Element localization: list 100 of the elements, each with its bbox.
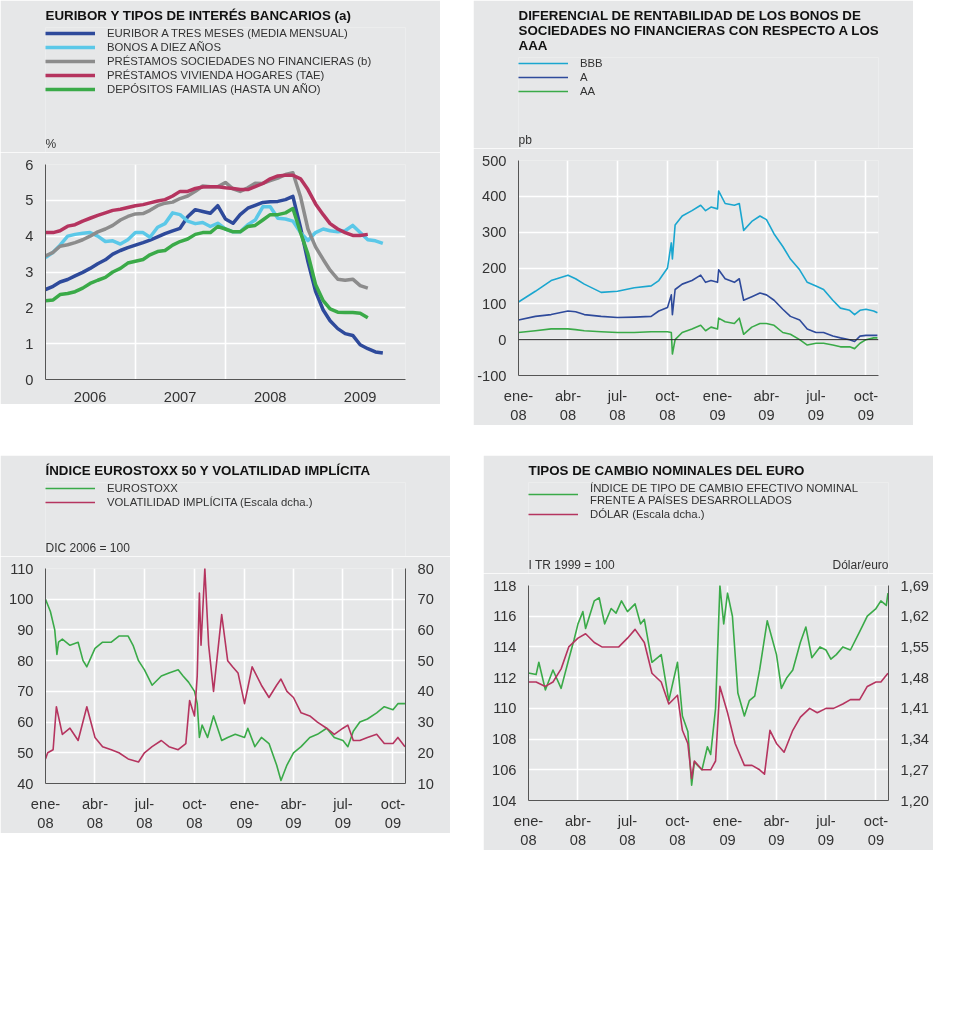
line-series xyxy=(45,568,406,763)
y2-tick-label: 1,55 xyxy=(900,638,930,655)
legend-label: PRÉSTAMOS VIVIENDA HOGARES (TAE) xyxy=(107,69,325,81)
x-tick-label: ene-08 xyxy=(30,795,61,831)
x-tick-label: jul-08 xyxy=(616,812,638,848)
x-tick-label: ene-09 xyxy=(229,795,260,831)
x-tick-label: abr-08 xyxy=(564,812,592,848)
y2-tick-label: 1,20 xyxy=(900,792,930,809)
y-tick-label: 40 xyxy=(17,775,34,792)
y2-tick-label: 1,34 xyxy=(900,731,930,748)
y2-tick-label: 1,69 xyxy=(900,577,930,594)
y2-tick-label: 70 xyxy=(417,591,434,608)
x-tick-label: oct-09 xyxy=(863,812,889,848)
y-tick-label: 300 xyxy=(482,224,507,241)
y-tick-label: 80 xyxy=(17,652,34,669)
x-tick-label: 2007 xyxy=(163,388,197,405)
y-tick-label: 106 xyxy=(492,761,517,778)
x-tick-label: jul-09 xyxy=(815,812,836,848)
y-tick-label: 110 xyxy=(10,560,34,577)
line-series xyxy=(528,585,889,786)
y-tick-label: 118 xyxy=(493,577,517,594)
x-tick-label: ene-08 xyxy=(503,387,534,423)
legend-label: BONOS A DIEZ AÑOS xyxy=(107,41,221,53)
y2-tick-label: 1,27 xyxy=(900,761,930,778)
chart-title: DIFERENCIAL DE RENTABILIDAD DE LOS BONOS DE SOCIEDADES NO FINANCIERAS CON RESPECTO A LOS AAA xyxy=(518,7,879,53)
chart-title: TIPOS DE CAMBIO NOMINALES DEL EURO xyxy=(528,462,805,478)
legend-label: BBB xyxy=(580,57,603,69)
x-tick-label: oct-08 xyxy=(182,795,207,831)
x-tick-label: ene-09 xyxy=(712,812,743,848)
y-tick-label: 104 xyxy=(492,792,517,809)
legend-label: AA xyxy=(580,85,597,97)
chart-title: EURIBOR Y TIPOS DE INTERÉS BANCARIOS (a) xyxy=(45,7,351,23)
y-tick-label: 90 xyxy=(17,621,34,638)
line-series xyxy=(45,206,370,320)
line-series xyxy=(518,317,879,355)
y-tick-label: 70 xyxy=(17,683,34,700)
y-tick-label: 6 xyxy=(25,156,34,173)
legend-label: DEPÓSITOS FAMILIAS (HASTA UN AÑO) xyxy=(107,83,321,95)
y-tick-label: 3 xyxy=(25,264,34,280)
x-tick-label: oct-09 xyxy=(853,387,879,423)
x-tick-label: oct-08 xyxy=(665,812,690,848)
y-tick-label: 5 xyxy=(25,192,34,209)
legend-label: PRÉSTAMOS SOCIEDADES NO FINANCIERAS (b) xyxy=(107,55,372,67)
legend-label: ÍNDICE DE TIPO DE CAMBIO EFECTIVO NOMINAL FRENTE A PAÍSES DESARROLLADOS xyxy=(590,482,858,506)
y2-tick-label: 50 xyxy=(417,652,434,669)
y2-tick-label: 30 xyxy=(417,714,434,731)
line-series xyxy=(528,628,889,780)
x-tick-label: jul-09 xyxy=(805,387,826,423)
x-tick-label: jul-09 xyxy=(332,795,353,831)
line-series xyxy=(45,173,370,238)
y-tick-label: 0 xyxy=(498,331,507,348)
x-tick-label: abr-08 xyxy=(81,795,109,831)
line-series xyxy=(518,190,879,316)
y-tick-label: 100 xyxy=(9,591,34,608)
x-tick-label: ene-09 xyxy=(702,387,733,423)
y-tick-label: 1 xyxy=(25,335,34,352)
y-tick-label: 60 xyxy=(17,714,34,731)
y2-tick-label: 1,48 xyxy=(900,669,930,686)
y2-axis-title: Dólar/euro xyxy=(832,557,889,572)
y2-tick-label: 40 xyxy=(417,683,434,700)
x-tick-label: ene-08 xyxy=(513,812,544,848)
x-tick-label: abr-09 xyxy=(280,795,307,831)
y-tick-label: 2 xyxy=(25,299,34,316)
line-series xyxy=(45,194,385,355)
legend-label: EURIBOR A TRES MESES (MEDIA MENSUAL) xyxy=(107,27,348,39)
y-tick-label: 108 xyxy=(492,731,517,748)
y-tick-label: 200 xyxy=(482,260,507,276)
x-tick-label: 2006 xyxy=(73,388,107,405)
y-tick-label: -100 xyxy=(477,367,507,384)
legend-label: EUROSTOXX xyxy=(107,482,178,494)
x-tick-label: abr-09 xyxy=(753,387,780,423)
y-axis-title: I TR 1999 = 100 xyxy=(528,557,615,572)
legend-label: DÓLAR (Escala dcha.) xyxy=(590,508,705,520)
y2-tick-label: 60 xyxy=(417,621,434,638)
chart-title: ÍNDICE EUROSTOXX 50 Y VOLATILIDAD IMPLÍCITA xyxy=(45,462,371,478)
y2-tick-label: 80 xyxy=(417,560,434,577)
y2-tick-label: 20 xyxy=(417,744,434,761)
x-tick-label: 2008 xyxy=(253,388,287,405)
x-tick-label: jul-08 xyxy=(606,387,628,423)
y-tick-label: 110 xyxy=(493,700,517,717)
legend-label: A xyxy=(580,71,589,83)
y2-tick-label: 10 xyxy=(417,775,434,792)
y-tick-label: 4 xyxy=(25,228,34,245)
x-tick-label: abr-09 xyxy=(763,812,790,848)
y-axis-title: DIC 2006 = 100 xyxy=(45,540,131,555)
y2-tick-label: 1,41 xyxy=(900,700,930,717)
y-tick-label: 500 xyxy=(482,152,507,169)
line-series xyxy=(518,268,879,343)
x-tick-label: oct-09 xyxy=(380,795,406,831)
y-axis-title: pb xyxy=(518,132,533,147)
y-tick-label: 116 xyxy=(493,608,517,625)
y-tick-label: 0 xyxy=(25,371,34,388)
x-tick-label: abr-08 xyxy=(554,387,582,423)
y-tick-label: 400 xyxy=(482,188,507,205)
x-tick-label: 2009 xyxy=(343,388,377,405)
x-tick-label: jul-08 xyxy=(133,795,155,831)
legend-label: VOLATILIDAD IMPLÍCITA (Escala dcha.) xyxy=(107,496,313,508)
y2-tick-label: 1,62 xyxy=(900,608,930,625)
y-tick-label: 50 xyxy=(17,744,34,761)
y-tick-label: 112 xyxy=(493,669,517,686)
